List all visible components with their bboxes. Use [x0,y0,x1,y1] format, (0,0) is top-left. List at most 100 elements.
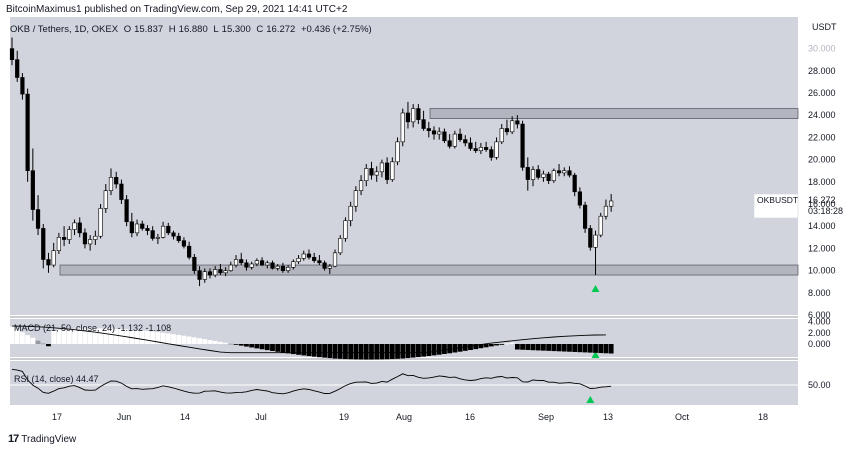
macd-bar [431,344,437,356]
price-tick-label: 30.000 [808,44,836,54]
low-label: L [213,24,219,35]
low-value: 15.300 [221,24,251,35]
time-tick-label: 13 [603,412,613,422]
macd-bar [468,344,473,351]
macd-bar [270,344,275,351]
candle [197,270,202,280]
candle [411,108,416,123]
macd-bar [249,344,255,348]
macd-bar [218,341,223,344]
macd-bar [374,344,380,360]
candle [88,239,93,245]
candle [582,204,588,229]
macd-bar [415,344,421,358]
resistance-zone [429,108,799,119]
candle [374,171,379,176]
candle [447,140,452,147]
candle [108,177,114,191]
candle [431,130,437,135]
candle [72,222,77,230]
candle [301,253,306,259]
macd-bar [488,344,494,347]
rsi-signal-arrow [586,396,595,403]
macd-signal-line [11,325,606,354]
macd-bar [9,326,15,344]
macd-bar [567,344,572,352]
candle [275,265,280,269]
candle [140,223,145,229]
macd-bar [514,344,520,350]
candle [280,265,286,271]
candle [405,112,411,123]
macd-bar [129,329,135,344]
candle [416,108,421,120]
time-tick-label: 19 [339,412,349,422]
macd-bar [56,329,62,344]
time-tick-label: 18 [758,412,768,422]
macd-bar [509,342,515,344]
last-price-tag [753,193,799,219]
candle [244,262,249,268]
candle [468,142,473,149]
macd-bar [327,344,333,359]
candle [119,183,124,200]
macd-bar [228,343,234,345]
macd-bar [113,328,119,344]
macd-bar [145,331,150,344]
macd-bar [171,334,176,344]
tradingview-brand[interactable]: 17 TradingView [8,433,76,445]
price-tag-symbol: OKBUSDT [757,195,798,205]
macd-bar [603,344,609,354]
macd-bar [337,344,343,359]
macd-bar [61,329,67,344]
macd-bar [311,344,317,357]
macd-bar [280,344,286,353]
publisher-line: BitcoinMaximus1 published on TradingView… [6,4,348,15]
macd-bar [233,344,239,345]
macd-bar [582,344,588,353]
candle [390,161,395,180]
price-tick-label: 28.000 [808,66,836,76]
macd-bar [212,340,218,344]
candle [223,270,228,274]
price-tick-label: 18.000 [808,177,836,187]
time-tick-label: Sep [538,412,554,422]
price-tick-label: 22.000 [808,132,836,142]
macd-bar [572,344,578,352]
candle [510,120,515,133]
symbol-title[interactable]: OKB / Tethers, 1D, OKEX [10,24,119,35]
macd-bar [139,330,145,344]
macd-bar [46,344,51,347]
candle [249,263,254,268]
candle [265,262,270,266]
macd-bar [119,329,124,344]
macd-tick-label: 0.000 [808,339,831,349]
candle [457,133,463,140]
candle [30,170,35,210]
macd-histogram [9,326,614,360]
time-tick-label: Jul [255,412,267,422]
macd-bar [40,343,46,345]
macd-bar [207,340,213,344]
candle [348,205,353,221]
candle [93,235,98,240]
candle [530,169,536,180]
macd-bar [197,338,202,344]
macd-bar [14,329,20,344]
macd-signal-arrow [591,351,600,358]
macd-bar [535,344,541,351]
candle [525,167,530,180]
candle [56,237,61,251]
candle [233,259,239,266]
candle [364,168,369,181]
candle [494,141,499,158]
macd-bar [561,344,567,352]
macd-bar [447,344,453,354]
price-tick-label: 16.000 [808,199,836,209]
candle [546,173,551,181]
macd-bar [426,344,432,356]
macd-bar [25,335,31,344]
candle [207,271,213,276]
candle [379,162,385,173]
